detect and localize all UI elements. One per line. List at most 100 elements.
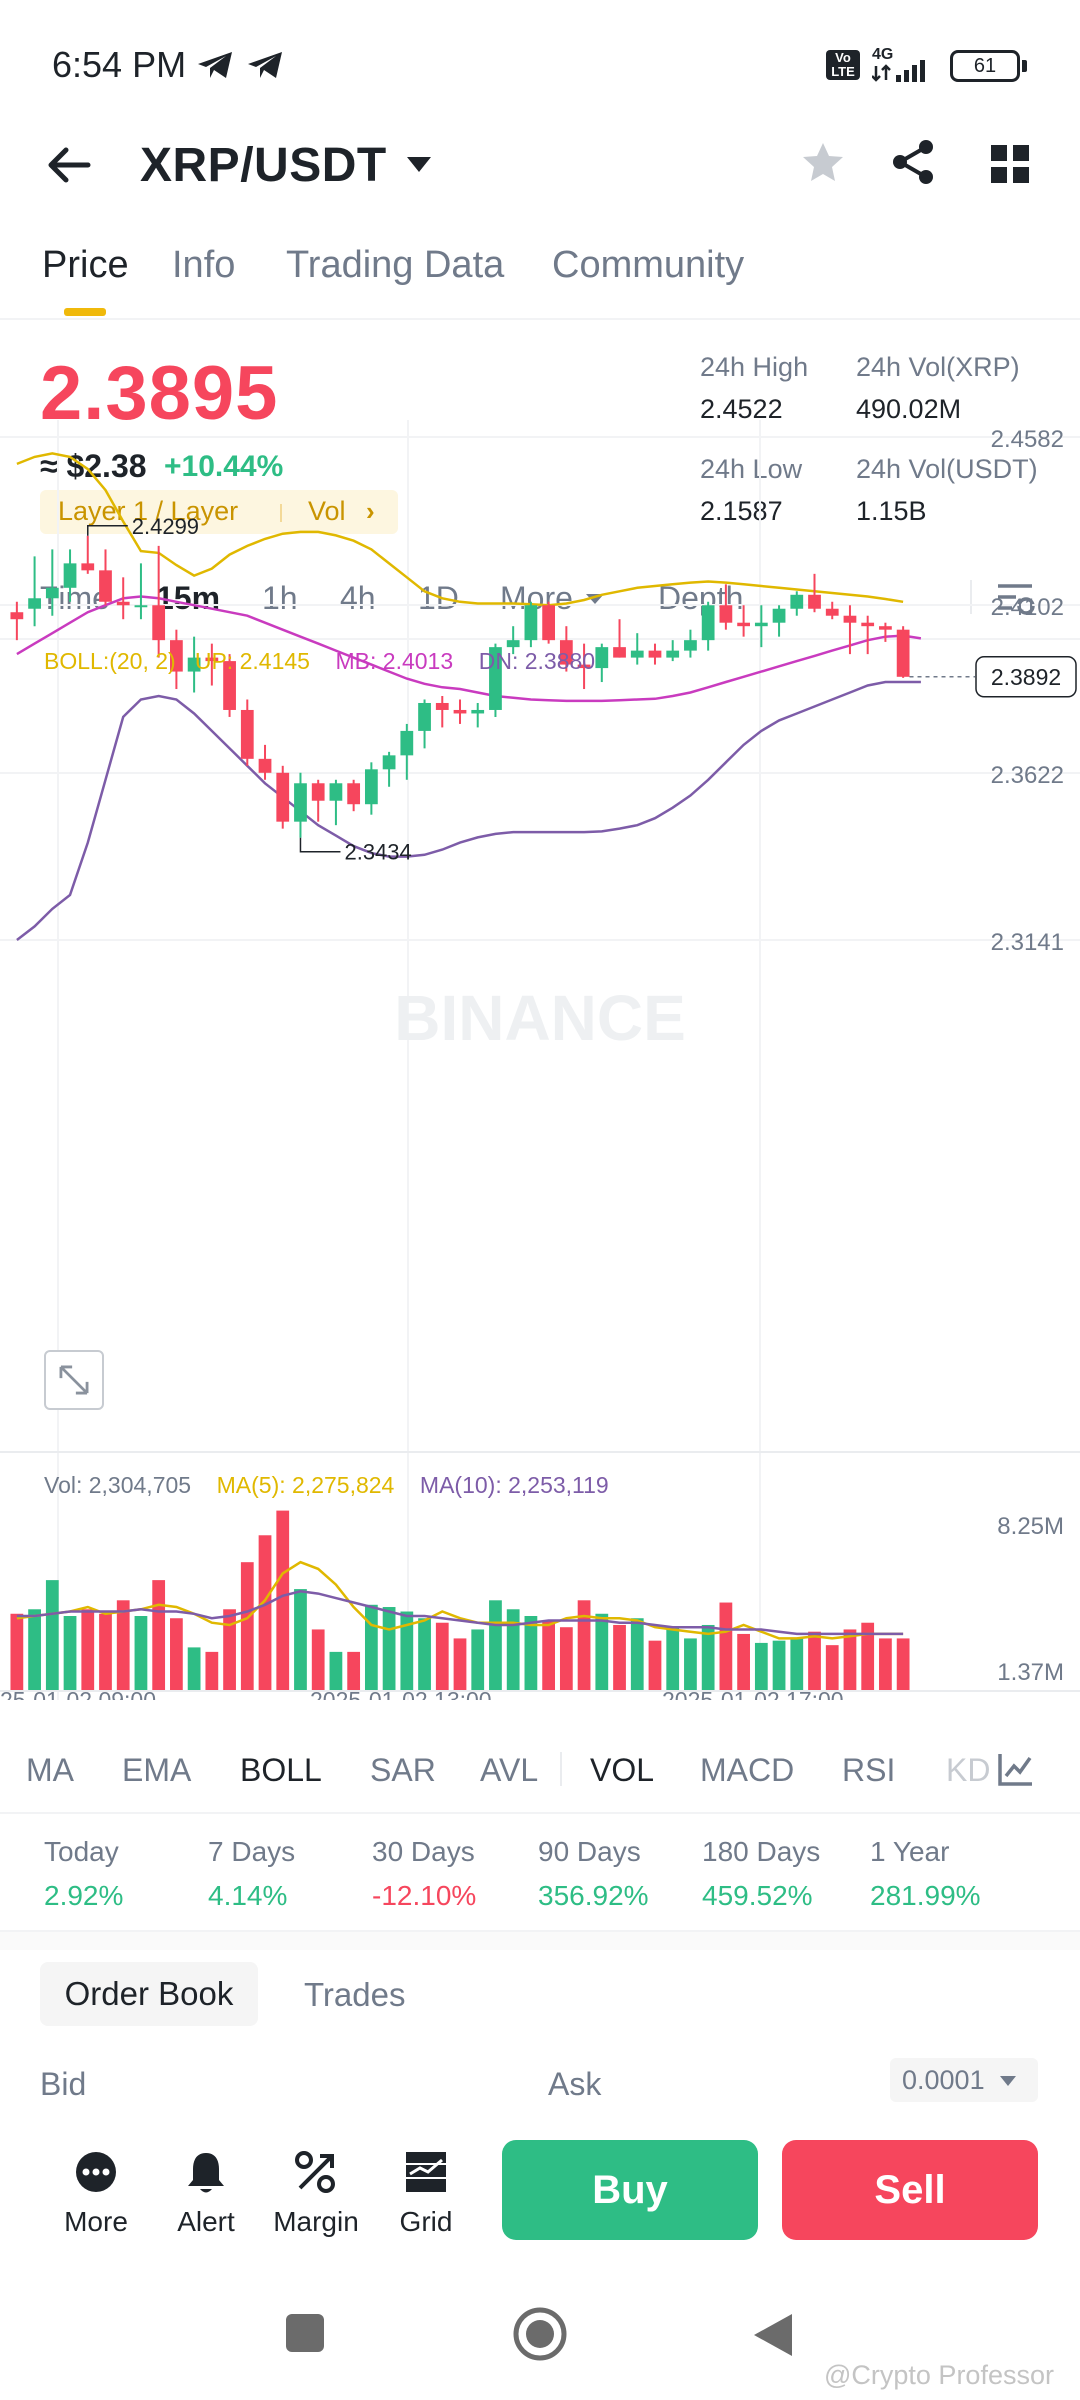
- candle-body: [737, 622, 750, 627]
- more-label[interactable]: More: [64, 2206, 128, 2237]
- indicator-vol[interactable]: VOL: [590, 1752, 655, 1788]
- candle-body: [435, 702, 449, 710]
- caret-down-icon[interactable]: [404, 154, 434, 176]
- tag-layer[interactable]: Layer 1 / Layer: [58, 496, 239, 526]
- candlestick-chart[interactable]: BINANCE 2.4582 2.4102 2.3622 2.3141 8.25M 1.3…: [0, 420, 1080, 1700]
- margin-icon[interactable]: [294, 2150, 338, 2194]
- perf-30d-label: 30 Days: [372, 1836, 475, 1867]
- back-arrow-icon[interactable]: [44, 140, 94, 190]
- price-tick-label: 2.3141: [991, 929, 1064, 956]
- status-time: 6:54 PM: [52, 44, 187, 85]
- recent-apps-button[interactable]: [286, 2314, 324, 2352]
- perf-30d-value: -12.10%: [372, 1880, 477, 1911]
- volume-bar: [116, 1600, 130, 1690]
- stat-vol-base-label: 24h Vol(XRP): [856, 352, 1020, 382]
- tag-separator: [280, 504, 282, 522]
- candle-body: [559, 640, 573, 665]
- caret-down-icon[interactable]: [998, 2074, 1018, 2088]
- tab-trading-data[interactable]: Trading Data: [286, 244, 505, 286]
- indicator-ma[interactable]: MA: [26, 1752, 74, 1788]
- pair-title[interactable]: XRP/USDT: [140, 139, 387, 192]
- candle-body: [134, 605, 148, 608]
- share-icon[interactable]: [890, 138, 938, 186]
- volume-bar: [648, 1640, 662, 1690]
- star-icon[interactable]: [800, 140, 846, 186]
- vol-ma10: MA(10): 2,253,119: [419, 1472, 609, 1498]
- candle-body: [666, 650, 680, 658]
- more-icon[interactable]: [74, 2150, 118, 2194]
- candle-body: [382, 755, 396, 770]
- candle-body: [223, 661, 236, 710]
- buy-button[interactable]: Buy: [502, 2140, 758, 2240]
- volume-bar: [754, 1642, 768, 1690]
- indicator-avl[interactable]: AVL: [480, 1752, 539, 1788]
- perf-90d-value: 356.92%: [538, 1880, 649, 1911]
- volume-bar: [223, 1609, 236, 1690]
- battery-icon: 61: [950, 50, 1020, 82]
- vol-ma5: MA(5): 2,275,824: [216, 1472, 395, 1498]
- volume-bar: [311, 1629, 325, 1690]
- indicator-settings-icon[interactable]: [996, 1752, 1036, 1788]
- indicator-macd[interactable]: MACD: [700, 1752, 795, 1788]
- change-percent: +10.44%: [164, 450, 284, 483]
- candle-body: [170, 640, 183, 672]
- chevron-right-icon[interactable]: ›: [366, 496, 375, 526]
- alert-bell-icon[interactable]: [184, 2150, 228, 2196]
- candle-body: [489, 647, 502, 710]
- volume-bar: [45, 1580, 59, 1690]
- indicator-boll[interactable]: BOLL: [240, 1752, 322, 1788]
- indicator-sar[interactable]: SAR: [370, 1752, 436, 1788]
- ask-label: Ask: [548, 2066, 602, 2102]
- tab-price[interactable]: Price: [42, 244, 129, 286]
- tab-order-book[interactable]: Order Book: [40, 1962, 258, 2026]
- volume-bar: [258, 1535, 272, 1690]
- interval-4h[interactable]: 4h: [340, 580, 376, 616]
- price-tick-label: 2.4582: [991, 426, 1064, 453]
- indicator-ema[interactable]: EMA: [122, 1752, 192, 1788]
- chart-watermark: BINANCE: [394, 982, 686, 1054]
- volume-bar: [808, 1631, 821, 1690]
- high-marker-line: [87, 525, 128, 536]
- alert-label[interactable]: Alert: [177, 2206, 235, 2237]
- tag-pill[interactable]: [40, 490, 398, 534]
- candle-body: [648, 650, 662, 658]
- volume-bar: [825, 1645, 839, 1690]
- system-back-button[interactable]: [752, 2312, 794, 2358]
- volte-icon: Vo LTE: [826, 50, 860, 80]
- margin-label[interactable]: Margin: [273, 2206, 359, 2237]
- volume-bar: [879, 1638, 892, 1690]
- volume-bar: [28, 1609, 41, 1690]
- candle-body: [524, 605, 538, 641]
- telegram-icon: [248, 52, 282, 78]
- tab-trades[interactable]: Trades: [304, 1976, 406, 2013]
- candle-body: [99, 570, 112, 602]
- candle-body: [896, 629, 910, 677]
- indicator-kd[interactable]: KD: [946, 1752, 991, 1788]
- candle-body: [577, 664, 591, 669]
- indicator-rsi[interactable]: RSI: [842, 1752, 896, 1788]
- candle-body: [772, 608, 786, 623]
- tab-community[interactable]: Community: [552, 244, 745, 286]
- precision-select[interactable]: 0.0001: [890, 2058, 1038, 2102]
- candle-body: [613, 647, 626, 658]
- grid-label[interactable]: Grid: [399, 2206, 453, 2237]
- boll-lower-line: [16, 680, 921, 941]
- perf-7d-label: 7 Days: [208, 1836, 296, 1867]
- interval-15m[interactable]: 15m: [156, 580, 221, 616]
- volume-bar: [329, 1651, 343, 1690]
- grid-bot-icon[interactable]: [404, 2150, 448, 2194]
- watermark-text: @Crypto Professor: [824, 2360, 1054, 2390]
- sell-button[interactable]: Sell: [782, 2140, 1038, 2240]
- expand-icon[interactable]: [44, 1350, 104, 1410]
- perf-7d-value: 4.14%: [208, 1880, 288, 1911]
- home-button[interactable]: [512, 2306, 568, 2362]
- boll-mb: MB: 2.4013: [335, 648, 454, 674]
- candle-body: [205, 657, 219, 662]
- volume-bar: [719, 1602, 733, 1690]
- tab-info[interactable]: Info: [172, 244, 236, 286]
- interval-1h[interactable]: 1h: [262, 580, 298, 616]
- tag-vol[interactable]: Vol: [308, 496, 346, 526]
- grid-icon[interactable]: [990, 144, 1030, 184]
- divider: [0, 1930, 1080, 1932]
- volume-tick-label: 1.37M: [997, 1659, 1064, 1686]
